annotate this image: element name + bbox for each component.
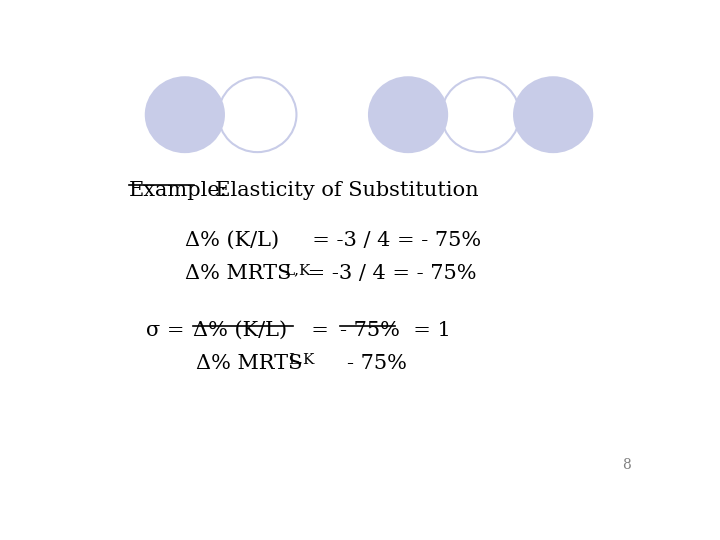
Text: Δ% MRTS: Δ% MRTS: [196, 354, 302, 373]
Text: Δ% MRTS: Δ% MRTS: [185, 265, 291, 284]
Text: L,K: L,K: [288, 353, 315, 367]
Text: =: =: [298, 321, 342, 340]
Text: σ =: σ =: [145, 321, 191, 340]
Ellipse shape: [514, 77, 593, 152]
Text: L,K: L,K: [284, 263, 310, 277]
Text: - 75%: - 75%: [347, 354, 407, 373]
Text: Example:: Example:: [129, 181, 228, 200]
Text: = -3 / 4 = - 75%: = -3 / 4 = - 75%: [301, 265, 477, 284]
Text: Δ% (K/L): Δ% (K/L): [193, 321, 287, 340]
Text: = 1: = 1: [400, 321, 451, 340]
Text: Δ% (K/L)     = -3 / 4 = - 75%: Δ% (K/L) = -3 / 4 = - 75%: [185, 231, 481, 250]
Text: 8: 8: [623, 458, 631, 472]
Ellipse shape: [145, 77, 224, 152]
Ellipse shape: [369, 77, 447, 152]
Text: Elasticity of Substitution: Elasticity of Substitution: [202, 181, 478, 200]
Text: - 75%: - 75%: [340, 321, 400, 340]
